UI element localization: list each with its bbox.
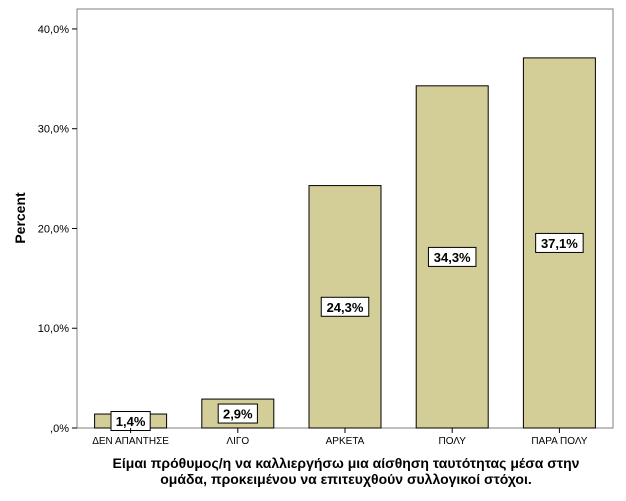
data-label-box [320,296,370,317]
y-axis-title: Percent [12,192,28,244]
y-tick-label: 30,0% [38,124,69,136]
y-tick-label: 40,0% [38,24,69,36]
x-category-label: ΑΡΚΕΤΑ [326,436,365,447]
data-label: 24,3% [327,300,364,315]
data-label-box [427,246,477,267]
x-axis-title-line-2: ομάδα, προκειμένου να επιτευχθούν συλλογ… [160,471,532,487]
data-label: 2,9% [223,407,253,422]
data-label: 34,3% [434,250,471,265]
bars-group: 1,4% 2,9% 24,3% 34,3% 37,1% [94,57,596,432]
data-label-box [535,232,584,253]
y-tick-label: 20,0% [38,223,69,235]
x-axis-title-line-1: Είμαι πρόθυμος/η να καλλιεργήσω μια αίσθ… [113,455,580,471]
x-category-label: ΛΙΓΟ [226,436,249,447]
x-category-label: ΠΑΡΑ ΠΟΛΥ [531,436,587,447]
data-label-box [217,403,258,424]
data-label: 1,4% [116,414,146,429]
y-axis: ,0% 10,0% 20,0% 30,0% 40,0% [38,24,77,435]
y-tick-label: ,0% [50,423,69,435]
y-tick-label: 10,0% [38,323,69,335]
data-label: 37,1% [541,236,578,251]
x-axis: ΔΕΝ ΑΠΑΝΤΗΣΕ ΛΙΓΟ ΑΡΚΕΤΑ ΠΟΛΥ ΠΑΡΑ ΠΟΛΥ [92,428,588,447]
x-category-label: ΠΟΛΥ [438,436,466,447]
x-category-label: ΔΕΝ ΑΠΑΝΤΗΣΕ [92,436,169,447]
